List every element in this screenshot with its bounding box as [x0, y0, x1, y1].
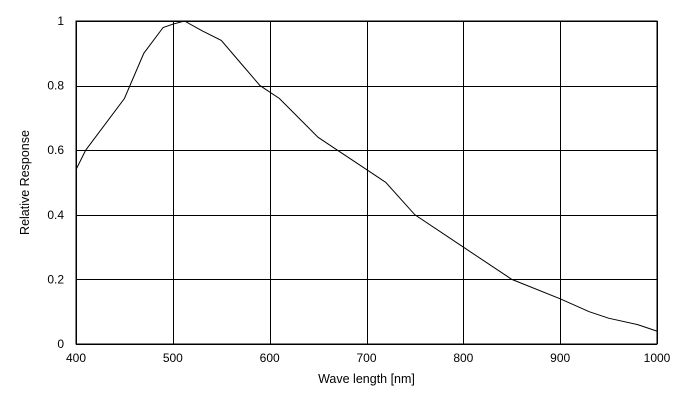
y-axis-ticks: 0 0.2 0.4 0.6 0.8 1 [47, 14, 64, 351]
x-axis-label: Wave length [nm] [318, 372, 415, 386]
y-tick-label: 0.6 [47, 143, 64, 157]
y-axis-label: Relative Response [18, 130, 32, 235]
y-tick-label: 0.2 [47, 272, 64, 286]
series-line-0 [75, 20, 658, 332]
series-layer [75, 20, 658, 332]
x-tick-label: 400 [66, 351, 86, 365]
x-tick-label: 1000 [644, 351, 671, 365]
x-tick-label: 700 [356, 351, 376, 365]
y-tick-label: 0.4 [47, 208, 64, 222]
y-tick-label: 1 [57, 14, 64, 28]
x-tick-label: 600 [260, 351, 280, 365]
x-tick-label: 800 [453, 351, 473, 365]
y-tick-label: 0 [57, 337, 64, 351]
plot-frame [75, 20, 658, 345]
grid [76, 21, 658, 345]
x-tick-label: 900 [550, 351, 570, 365]
x-axis-ticks: 400 500 600 700 800 900 1000 [66, 351, 671, 365]
x-tick-label: 500 [163, 351, 183, 365]
y-tick-label: 0.8 [47, 79, 64, 93]
